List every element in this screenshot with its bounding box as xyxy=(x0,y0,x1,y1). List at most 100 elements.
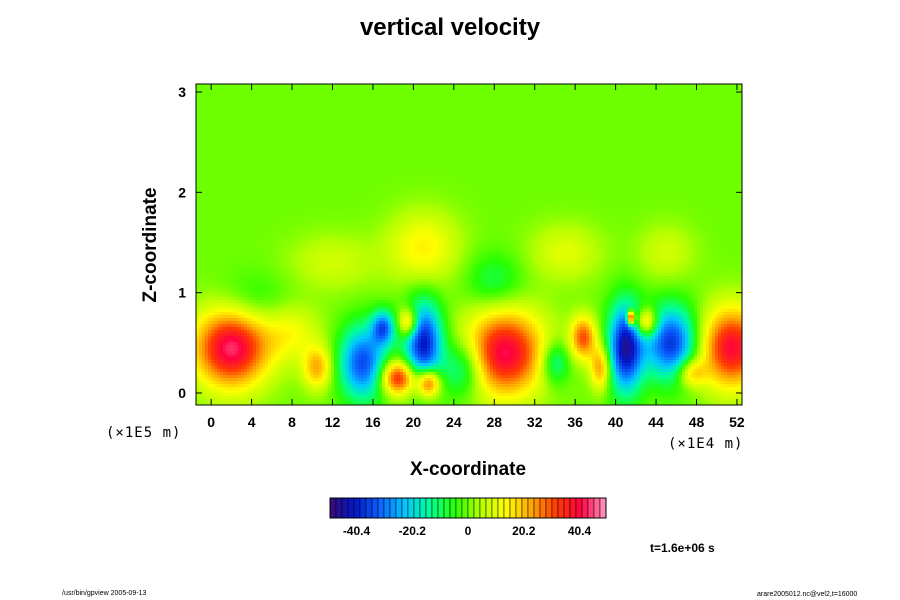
heatmap-cell xyxy=(589,84,592,87)
heatmap-cell xyxy=(646,84,649,87)
heatmap-cell xyxy=(235,123,238,126)
heatmap-cell xyxy=(550,99,553,102)
heatmap-cell xyxy=(346,162,349,165)
heatmap-cell xyxy=(364,147,367,150)
heatmap-cell xyxy=(703,114,706,117)
heatmap-cell xyxy=(415,141,418,144)
heatmap-cell xyxy=(409,132,412,135)
heatmap-cell xyxy=(211,147,214,150)
heatmap-cell xyxy=(277,87,280,90)
heatmap-cell xyxy=(322,120,325,123)
heatmap-cell xyxy=(346,126,349,129)
heatmap-cell xyxy=(328,144,331,147)
heatmap-cell xyxy=(232,156,235,159)
heatmap-cell xyxy=(676,117,679,120)
heatmap-cell xyxy=(508,114,511,117)
heatmap-cell xyxy=(736,93,739,96)
heatmap-cell xyxy=(352,129,355,132)
heatmap-cell xyxy=(544,159,547,162)
heatmap-cell xyxy=(298,159,301,162)
heatmap-cell xyxy=(457,153,460,156)
heatmap-cell xyxy=(655,120,658,123)
heatmap-cell xyxy=(418,108,421,111)
heatmap-cell xyxy=(730,114,733,117)
heatmap-cell xyxy=(670,141,673,144)
heatmap-cell xyxy=(379,90,382,93)
heatmap-cell xyxy=(355,105,358,108)
heatmap-cell xyxy=(730,147,733,150)
heatmap-cell xyxy=(223,126,226,129)
heatmap-cell xyxy=(712,150,715,153)
heatmap-cell xyxy=(217,153,220,156)
heatmap-cell xyxy=(607,96,610,99)
heatmap-cell xyxy=(406,117,409,120)
heatmap-cell xyxy=(703,102,706,105)
heatmap-cell xyxy=(421,165,424,168)
heatmap-cell xyxy=(469,90,472,93)
heatmap-cell xyxy=(622,114,625,117)
heatmap-cell xyxy=(658,93,661,96)
heatmap-cell xyxy=(544,135,547,138)
heatmap-cell xyxy=(652,147,655,150)
heatmap-cell xyxy=(556,156,559,159)
heatmap-cell xyxy=(643,123,646,126)
heatmap-cell xyxy=(376,93,379,96)
heatmap-cell xyxy=(364,96,367,99)
heatmap-cell xyxy=(499,144,502,147)
heatmap-cell xyxy=(328,93,331,96)
heatmap-cell xyxy=(463,156,466,159)
heatmap-cell xyxy=(361,99,364,102)
heatmap-cell xyxy=(463,105,466,108)
heatmap-cell xyxy=(643,114,646,117)
heatmap-cell xyxy=(556,123,559,126)
heatmap-cell xyxy=(496,117,499,120)
heatmap-cell xyxy=(451,96,454,99)
heatmap-cell xyxy=(304,162,307,165)
heatmap-cell xyxy=(646,129,649,132)
heatmap-cell xyxy=(481,108,484,111)
heatmap-cell xyxy=(544,117,547,120)
heatmap-cell xyxy=(478,150,481,153)
heatmap-cell xyxy=(232,93,235,96)
heatmap-cell xyxy=(595,123,598,126)
heatmap-cell xyxy=(646,162,649,165)
heatmap-cell xyxy=(340,105,343,108)
heatmap-cell xyxy=(244,108,247,111)
heatmap-cell xyxy=(385,108,388,111)
heatmap-cell xyxy=(319,144,322,147)
heatmap-cell xyxy=(706,99,709,102)
heatmap-cell xyxy=(610,90,613,93)
heatmap-cell xyxy=(709,147,712,150)
heatmap-cell xyxy=(394,153,397,156)
heatmap-cell xyxy=(307,165,310,168)
heatmap-cell xyxy=(409,120,412,123)
heatmap-cell xyxy=(661,93,664,96)
heatmap-cell xyxy=(676,123,679,126)
heatmap-cell xyxy=(514,150,517,153)
heatmap-cell xyxy=(241,150,244,153)
heatmap-cell xyxy=(556,114,559,117)
heatmap-cell xyxy=(436,162,439,165)
heatmap-cell xyxy=(256,102,259,105)
heatmap-cell xyxy=(241,114,244,117)
heatmap-cell xyxy=(211,93,214,96)
heatmap-cell xyxy=(289,150,292,153)
heatmap-cell xyxy=(415,99,418,102)
heatmap-cell xyxy=(247,162,250,165)
heatmap-cell xyxy=(736,132,739,135)
heatmap-cell xyxy=(427,138,430,141)
heatmap-cell xyxy=(280,99,283,102)
heatmap-cell xyxy=(679,162,682,165)
heatmap-cell xyxy=(310,84,313,87)
heatmap-cell xyxy=(370,165,373,168)
heatmap-cell xyxy=(400,153,403,156)
heatmap-cell xyxy=(397,156,400,159)
heatmap-cell xyxy=(352,150,355,153)
heatmap-cell xyxy=(583,123,586,126)
heatmap-cell xyxy=(199,105,202,108)
heatmap-cell xyxy=(718,102,721,105)
heatmap-cell xyxy=(490,108,493,111)
heatmap-cell xyxy=(286,150,289,153)
heatmap-cell xyxy=(286,93,289,96)
heatmap-cell xyxy=(727,87,730,90)
